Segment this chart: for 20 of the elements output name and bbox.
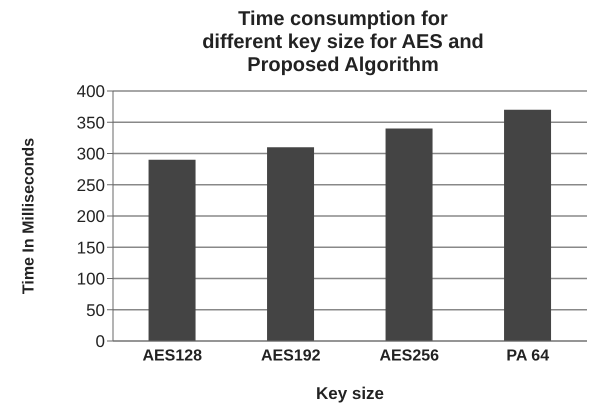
y-axis-title: Time In Milliseconds (20, 138, 38, 294)
x-tick-label: AES192 (260, 347, 321, 364)
y-tick-label: 150 (76, 238, 105, 258)
y-tick-label: 200 (76, 207, 105, 226)
y-tick-label: 300 (76, 144, 105, 164)
bar (148, 160, 196, 341)
x-tick-label: PA 64 (506, 347, 550, 364)
bar (504, 110, 552, 341)
bar (267, 147, 314, 341)
y-tick-label: 250 (76, 176, 105, 195)
chart-title: Time consumption for different key size for AES and Proposed Algorithm (201, 8, 485, 77)
x-tick-label: AES128 (142, 347, 202, 364)
x-tick-label: AES256 (379, 347, 440, 364)
y-tick-label: 400 (76, 82, 105, 102)
y-tick-label: 50 (86, 300, 105, 320)
y-tick-label: 0 (96, 332, 105, 352)
x-axis-title: Key size (316, 384, 384, 403)
bar (386, 128, 433, 341)
y-tick-label: 350 (76, 113, 105, 132)
y-tick-label: 100 (76, 270, 105, 289)
